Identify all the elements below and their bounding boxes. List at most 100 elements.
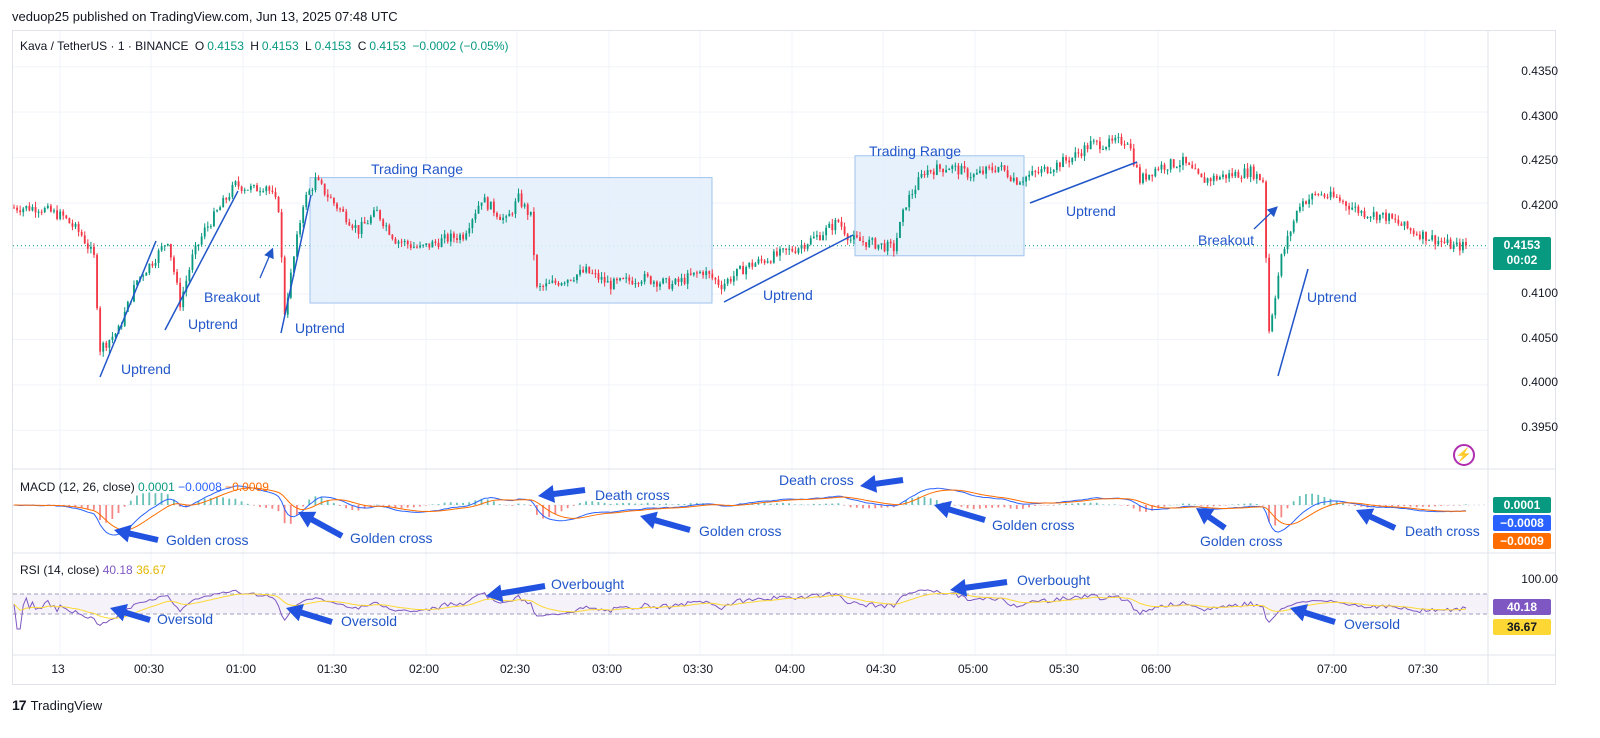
candle-body [382, 219, 385, 227]
candle-body [412, 246, 415, 248]
candle-body [579, 269, 581, 275]
macd-histogram-bar [769, 503, 772, 505]
macd-pane [13, 485, 1488, 536]
candle-body [268, 186, 271, 191]
macd-histogram-bar [499, 504, 501, 505]
candle-body [902, 209, 904, 222]
candle-body [1228, 173, 1231, 179]
macd-histogram-bar [960, 505, 963, 507]
candle-body [566, 279, 569, 283]
candle-body [1037, 171, 1040, 173]
candle-body [385, 225, 388, 227]
candle-body [1397, 219, 1400, 224]
candle-body [966, 168, 969, 178]
candle-body [680, 277, 683, 283]
macd-histogram-bar [1188, 503, 1190, 505]
candle-body [991, 167, 994, 171]
candle-body [1182, 156, 1184, 166]
macd-histogram-bar [572, 505, 575, 506]
candle-body [456, 238, 458, 240]
candle-body [739, 266, 741, 269]
annotation-death-cross: Death cross [1405, 523, 1480, 539]
candle-body [1059, 162, 1061, 168]
candle-body [1080, 153, 1083, 157]
macd-histogram-bar [1175, 504, 1178, 506]
candle-body [662, 278, 665, 284]
candle-body [766, 261, 769, 263]
macd-histogram-bar [449, 502, 452, 505]
rsi-band [13, 594, 1488, 614]
candle-body [431, 241, 434, 248]
macd-histogram-bar [1015, 505, 1018, 510]
lightning-icon[interactable]: ⚡ [1453, 444, 1475, 466]
candle-body [1255, 174, 1258, 179]
candle-body [1363, 211, 1366, 218]
candle-body [34, 206, 37, 213]
tradingview-logo[interactable]: 17 TradingView [12, 697, 102, 713]
candle-body [376, 210, 378, 212]
candle-body [1178, 165, 1181, 168]
candle-body [191, 254, 194, 270]
candle-body [806, 244, 809, 249]
macd-histogram-bar [339, 505, 341, 506]
candle-body [622, 278, 625, 280]
candle-body [19, 210, 22, 213]
uptrend-line [1277, 268, 1309, 377]
candle-body [926, 170, 929, 176]
candle-body [1369, 216, 1372, 218]
macd-histogram-bar [1089, 502, 1092, 505]
candle-body [302, 207, 305, 224]
candle-body [628, 277, 631, 281]
candle-body [25, 205, 28, 209]
candle-body [634, 283, 637, 285]
candle-body [1434, 235, 1437, 245]
candle-body [837, 219, 840, 222]
candle-body [852, 235, 855, 240]
macd-histogram-bar [695, 502, 698, 505]
candle-body [696, 272, 698, 274]
macd-histogram-bar [376, 504, 378, 506]
candle-body [723, 283, 726, 290]
candle-body [554, 280, 557, 283]
candle-body [182, 291, 185, 308]
candle-body [425, 243, 428, 245]
candle-body [379, 210, 381, 220]
macd-histogram-bar [468, 502, 471, 505]
macd-histogram-bar [935, 500, 938, 505]
candle-body [1055, 162, 1058, 171]
macd-histogram-bar [597, 501, 600, 505]
candle-body [1065, 156, 1068, 161]
candle-body [1268, 257, 1271, 332]
candle-body [1105, 147, 1107, 150]
time-tick: 03:30 [682, 662, 714, 676]
annotation-oversold: Oversold [341, 613, 398, 629]
macd-histogram-bar [1428, 505, 1430, 507]
macd-histogram-bar [1255, 504, 1258, 505]
candle-body [305, 194, 308, 208]
macd-histogram-bar [862, 505, 864, 509]
candle-body [1449, 239, 1452, 249]
candle-body [59, 211, 62, 220]
candle-body [1043, 166, 1046, 170]
candle-body [932, 171, 935, 175]
candle-body [1317, 193, 1320, 195]
macd-signal-badge: −0.0009 [1493, 533, 1551, 549]
candle-body [1265, 181, 1267, 258]
time-tick: 07:30 [1407, 662, 1439, 676]
candle-body [314, 177, 317, 190]
candle-body [892, 243, 895, 252]
macd-histogram-bar [1181, 503, 1184, 505]
candle-body [391, 234, 394, 239]
macd-histogram-bar [1446, 505, 1449, 506]
macd-histogram-bar [609, 503, 612, 505]
candle-body [1071, 157, 1074, 163]
candle-body [68, 218, 71, 224]
candle-body [871, 238, 874, 240]
macd-hist-badge: 0.0001 [1493, 497, 1551, 513]
candle-body [791, 248, 794, 252]
candle-body [560, 283, 563, 286]
candle-body [462, 234, 465, 240]
candle-body [1052, 170, 1055, 173]
candle-body [465, 233, 468, 240]
